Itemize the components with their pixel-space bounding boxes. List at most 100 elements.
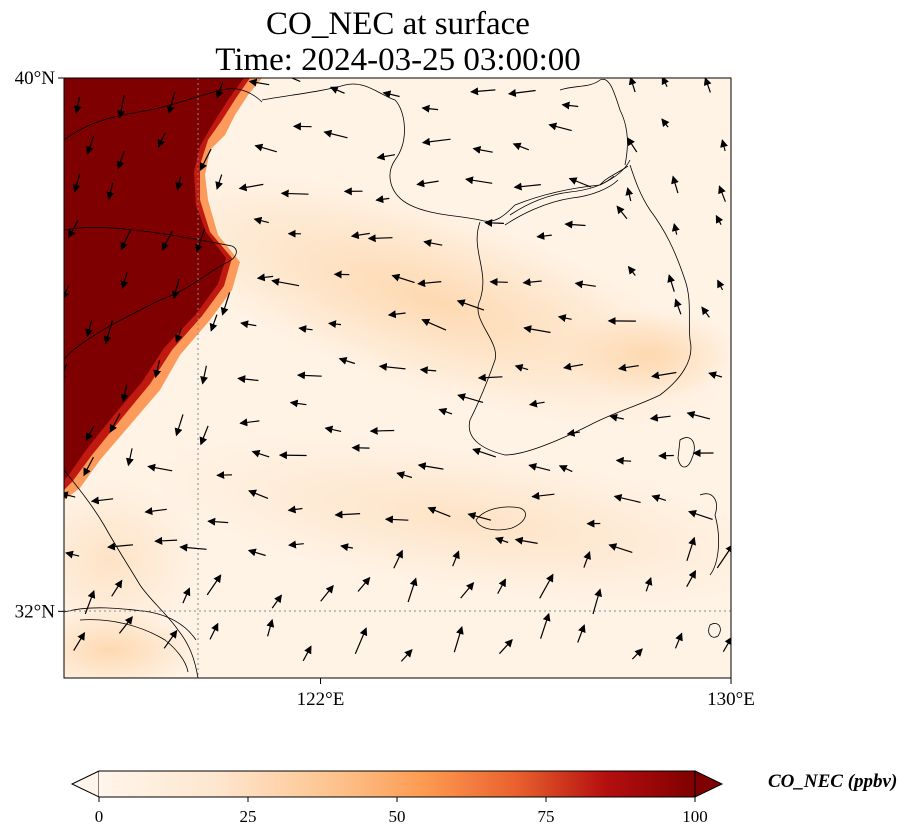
wind-arrow <box>195 228 206 253</box>
wind-arrow <box>237 375 259 384</box>
wind-arrow <box>354 627 368 655</box>
wind-arrow <box>514 364 529 372</box>
wind-arrow <box>574 280 596 289</box>
wind-arrow <box>266 618 275 637</box>
wind-arrow <box>369 426 395 435</box>
wind-arrow <box>199 148 212 171</box>
wind-arrow <box>592 588 603 615</box>
wind-arrow <box>83 456 95 477</box>
wind-arrow <box>540 612 551 639</box>
wind-arrow <box>419 366 437 375</box>
plume-yangtze <box>64 610 200 678</box>
wind-arrow <box>651 371 677 380</box>
wind-arrow <box>421 104 439 113</box>
wind-arrow <box>674 632 683 649</box>
saturated-region <box>64 78 244 480</box>
plume-southwest <box>64 480 200 640</box>
map-subtitle: Time: 2024-03-25 03:00:00 <box>215 42 581 78</box>
wind-arrow <box>460 582 475 599</box>
lon-tick-label: 130°E <box>707 689 755 710</box>
wind-arrow <box>209 622 219 640</box>
wind-arrow <box>382 90 400 99</box>
lon-tick-label: 122°E <box>297 689 345 710</box>
wind-arrow <box>400 649 413 662</box>
wind-arrow <box>144 507 167 516</box>
wind-arrow <box>531 491 555 500</box>
wind-arrow <box>328 320 342 329</box>
plume-east <box>560 310 731 400</box>
wind-arrow <box>651 494 667 502</box>
wind-arrow <box>671 175 679 194</box>
wind-arrow <box>106 182 115 201</box>
wind-arrow <box>568 177 592 188</box>
wind-arrow <box>416 179 439 188</box>
wind-arrow <box>608 543 633 553</box>
wind-arrow <box>453 626 464 653</box>
wind-arrow <box>117 95 126 119</box>
wind-arrow <box>239 418 260 427</box>
wind-arrow <box>686 536 696 561</box>
wind-arrow <box>628 78 637 93</box>
wind-arrow <box>661 118 670 128</box>
wind-arrow <box>298 325 313 333</box>
wind-arrow <box>452 550 460 567</box>
colorbar-gradient <box>99 771 695 797</box>
wind-arrow <box>120 272 129 289</box>
wind-arrow <box>120 229 132 251</box>
wind-arrow <box>290 78 301 83</box>
wind-arrow <box>649 413 671 422</box>
wind-arrow <box>472 447 496 458</box>
wind-arrow <box>163 629 178 649</box>
wind-arrow <box>207 517 229 526</box>
wind-arrow <box>563 362 584 371</box>
wind-arrow <box>84 589 96 615</box>
wind-arrow <box>367 234 393 243</box>
wind-arrow <box>107 542 134 551</box>
wind-arrow <box>566 428 580 437</box>
wind-arrow <box>472 145 493 154</box>
wind-arrow <box>625 187 634 202</box>
wind-arrow <box>627 265 636 276</box>
wind-arrow <box>65 550 80 559</box>
wind-arrow <box>378 362 406 371</box>
wind-arrow <box>254 143 277 153</box>
wind-arrow <box>558 465 573 473</box>
wind-arrow <box>720 139 728 152</box>
wind-arrow <box>350 231 370 240</box>
wind-arrow <box>583 551 591 568</box>
wind-arrow <box>671 223 680 235</box>
wind-arrow <box>216 471 233 480</box>
coastlines <box>64 78 721 678</box>
wind-arrow <box>717 279 725 291</box>
wind-arrow <box>251 449 270 458</box>
wind-arrow <box>248 489 269 499</box>
latitude-ticks: 40°N 32°N <box>15 68 64 622</box>
wind-arrow <box>271 278 300 287</box>
wind-arrow <box>618 363 639 372</box>
plume-band-south <box>152 437 731 603</box>
wind-arrow <box>253 216 269 225</box>
wind-arrow <box>703 78 712 93</box>
wind-arrow <box>417 279 442 288</box>
wind-arrow <box>271 594 282 609</box>
wind-arrow <box>175 175 183 191</box>
wind-arrow <box>421 318 447 331</box>
colorbar: 0 25 50 75 100 <box>70 770 724 826</box>
wind-arrow <box>528 463 551 471</box>
wind-arrow <box>577 624 586 643</box>
wind-arrow <box>661 78 670 87</box>
wind-arrow <box>118 616 133 634</box>
wind-arrow <box>179 543 207 552</box>
wind-arrow <box>161 231 173 251</box>
wind-arrow <box>120 384 129 403</box>
wind-arrow <box>722 636 731 653</box>
wind-arrow <box>86 135 95 155</box>
wind-arrow <box>85 320 94 338</box>
wind-arrow <box>616 205 628 220</box>
wind-arrow <box>489 278 508 287</box>
wind-arrow <box>323 129 348 139</box>
colorbar-extend-max <box>694 770 724 798</box>
wind-arrow <box>256 273 274 282</box>
wind-arrow <box>497 578 507 594</box>
wind-arrow <box>240 320 257 329</box>
